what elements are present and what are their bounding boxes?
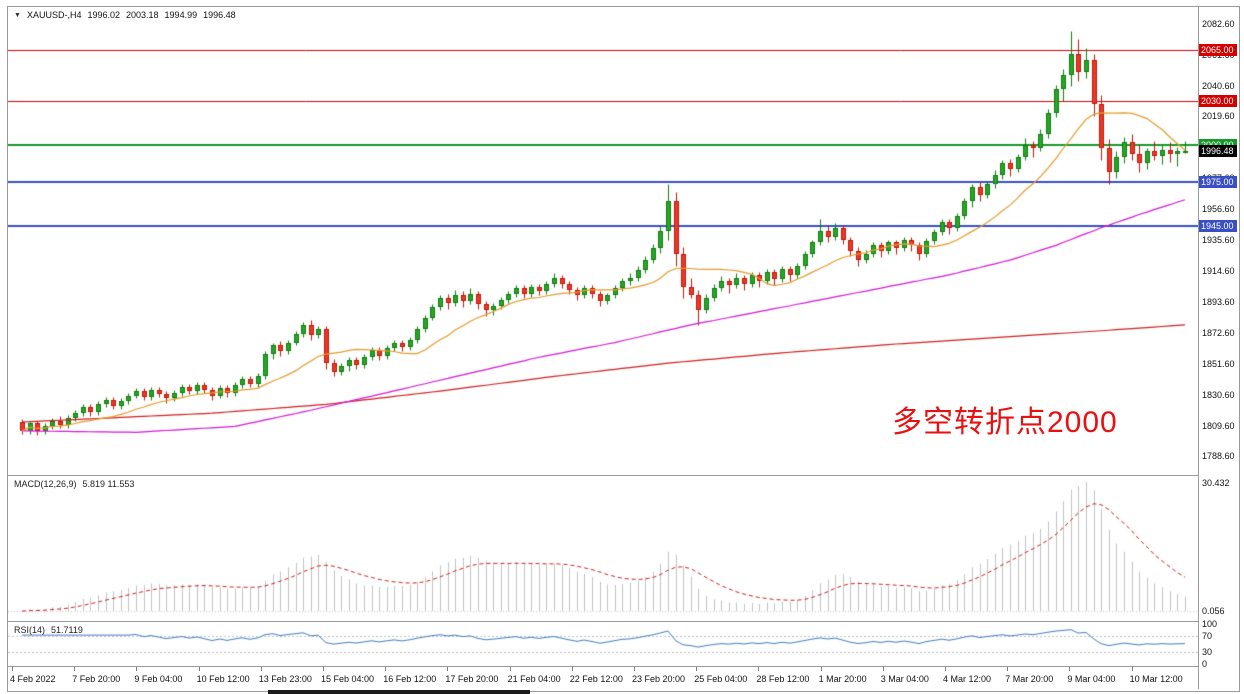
macd-scale-label: 30.432	[1202, 478, 1230, 488]
time-tick-mark	[634, 667, 635, 671]
price-tick-label: 1893.60	[1202, 296, 1235, 307]
time-tick-label: 9 Mar 04:00	[1067, 674, 1116, 684]
price-level-tag: 2030.00	[1199, 95, 1237, 108]
rsi-scale-label: 30	[1202, 647, 1213, 657]
rsi-canvas[interactable]	[8, 622, 1198, 666]
time-tick-mark	[1007, 667, 1009, 671]
time-tick-mark	[260, 667, 262, 671]
time-tick-mark	[323, 667, 324, 671]
price-tick-label: 1872.60	[1202, 327, 1235, 338]
time-tick-label: 25 Feb 04:00	[694, 674, 748, 684]
price-tick-label: 1788.60	[1202, 451, 1235, 462]
time-tick-label: 9 Feb 04:00	[134, 674, 183, 684]
macd-values: 5.819 11.553	[82, 479, 135, 489]
time-tick-mark	[136, 667, 138, 671]
horizontal-scrollbar[interactable]	[268, 690, 530, 694]
panel-separator[interactable]	[8, 475, 1237, 476]
price-chart-canvas[interactable]	[8, 7, 1198, 475]
time-tick-mark	[571, 667, 573, 671]
time-tick-label: 23 Feb 20:00	[632, 674, 686, 684]
macd-name: MACD(12,26,9)	[14, 479, 77, 489]
time-tick-label: 7 Feb 20:00	[72, 674, 121, 684]
rsi-name: RSI(14)	[14, 625, 46, 635]
price-tick-label: 1851.60	[1202, 358, 1235, 369]
time-tick-mark	[447, 667, 449, 671]
price-axis[interactable]: 2082.602061.602040.602019.601998.601977.…	[1198, 7, 1238, 689]
time-tick-label: 10 Feb 12:00	[196, 674, 250, 684]
time-tick-mark	[509, 667, 511, 671]
price-tick-label: 1935.60	[1202, 235, 1235, 246]
price-tick-label: 1956.60	[1202, 204, 1235, 215]
rsi-label: RSI(14) 51.7119	[14, 625, 83, 635]
time-tick-mark	[198, 667, 200, 671]
panel-separator[interactable]	[8, 666, 1237, 667]
symbol-timeframe-label: XAUUSD-,H4	[26, 10, 82, 20]
price-tick-label: 1809.60	[1202, 420, 1235, 431]
time-tick-label: 16 Feb 12:00	[383, 674, 437, 684]
time-tick-label: 3 Mar 04:00	[880, 674, 929, 684]
time-tick-mark	[696, 667, 698, 671]
time-tick-label: 13 Feb 23:00	[258, 674, 312, 684]
macd-label: MACD(12,26,9) 5.819 11.553	[14, 479, 134, 489]
time-tick-mark	[758, 667, 760, 671]
price-tick-label: 2082.60	[1202, 18, 1235, 29]
rsi-scale-label: 100	[1202, 619, 1218, 629]
rsi-scale-label: 0	[1202, 659, 1208, 669]
time-tick-mark	[74, 667, 76, 671]
trading-chart-window: ▼ XAUUSD-,H4 1996.02 2003.18 1994.99 199…	[7, 6, 1240, 692]
chart-title: ▼ XAUUSD-,H4 1996.02 2003.18 1994.99 199…	[14, 10, 236, 20]
time-tick-mark	[820, 667, 822, 671]
macd-canvas[interactable]	[8, 476, 1198, 621]
price-level-tag: 1975.00	[1199, 176, 1237, 189]
time-tick-label: 21 Feb 04:00	[507, 674, 561, 684]
ohlc-low-value: 1994.99	[164, 10, 198, 20]
time-tick-mark	[1131, 667, 1133, 671]
time-tick-mark	[1069, 667, 1071, 671]
time-tick-label: 7 Mar 20:00	[1005, 674, 1054, 684]
time-tick-label: 4 Feb 2022	[10, 674, 56, 684]
price-level-tag: 1945.00	[1199, 220, 1237, 233]
time-axis[interactable]: 4 Feb 2022 7 Feb 20:00 9 Feb 04:00 10 Feb 1…	[8, 667, 1198, 690]
time-tick-label: 10 Mar 12:00	[1129, 674, 1183, 684]
time-tick-label: 28 Feb 12:00	[756, 674, 810, 684]
time-tick-label: 15 Feb 04:00	[321, 674, 375, 684]
macd-scale-label: 0.056	[1202, 606, 1225, 616]
ohlc-open-value: 1996.02	[87, 10, 120, 20]
annotation-text: 多空转折点2000	[892, 406, 1118, 439]
price-tick-label: 1830.60	[1202, 389, 1235, 400]
ohlc-close-value: 1996.48	[203, 10, 236, 20]
rsi-values: 51.7119	[51, 625, 83, 635]
time-tick-label: 4 Mar 12:00	[943, 674, 992, 684]
price-tick-label: 2019.60	[1202, 111, 1235, 122]
time-tick-mark	[385, 667, 387, 671]
price-tick-label: 1914.60	[1202, 266, 1235, 277]
ohlc-high-value: 2003.18	[126, 10, 159, 20]
time-tick-mark	[882, 667, 884, 671]
time-tick-mark	[12, 667, 13, 671]
panel-separator[interactable]	[8, 621, 1237, 622]
last-price-tag: 1996.48	[1199, 144, 1237, 157]
rsi-scale-label: 70	[1202, 631, 1213, 641]
time-tick-label: 17 Feb 20:00	[445, 674, 499, 684]
price-level-tag: 2065.00	[1199, 43, 1237, 56]
time-tick-label: 1 Mar 20:00	[818, 674, 867, 684]
chart-dropdown-icon[interactable]: ▼	[14, 11, 21, 19]
price-tick-label: 2040.60	[1202, 80, 1235, 91]
time-tick-mark	[945, 667, 946, 671]
time-tick-label: 22 Feb 12:00	[569, 674, 623, 684]
